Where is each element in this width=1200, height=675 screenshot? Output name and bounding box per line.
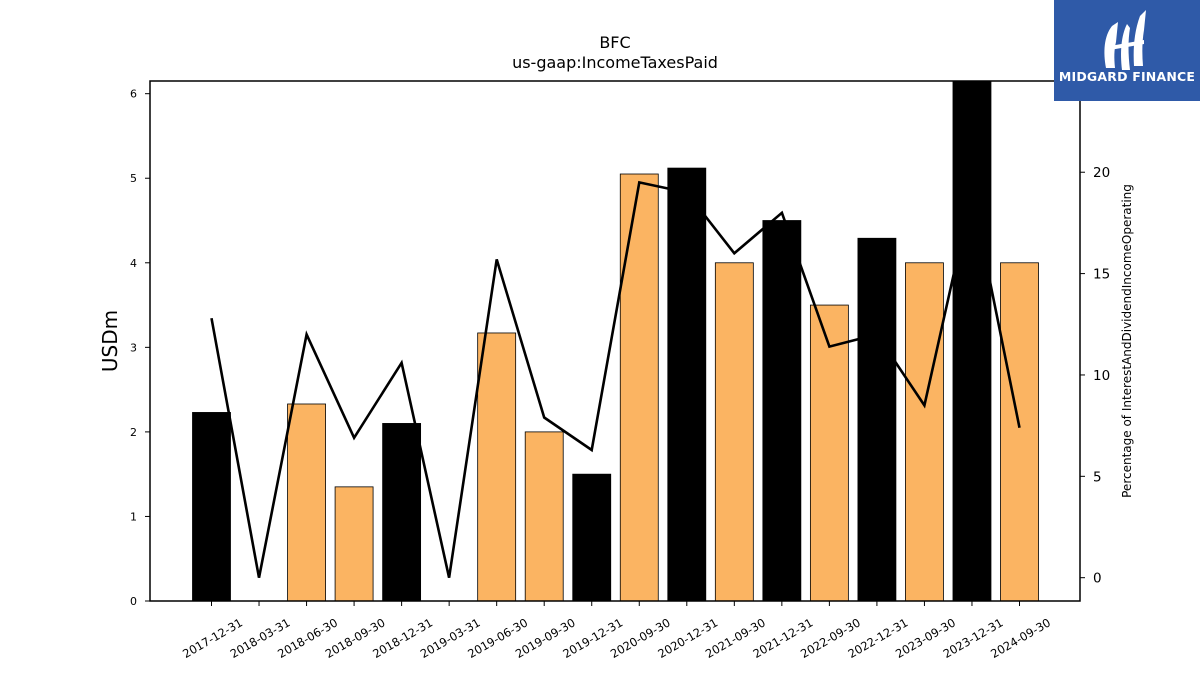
bar — [572, 473, 612, 602]
y-tick-label: 0 — [130, 595, 137, 608]
brand-mark-icon — [1104, 10, 1146, 70]
x-axis: 2017-12-312018-03-312018-06-302018-09-30… — [180, 601, 1053, 661]
bar — [857, 237, 897, 602]
bar — [1000, 262, 1039, 602]
y2-tick-label: 5 — [1093, 469, 1102, 485]
chart-subtitle: us-gaap:IncomeTaxesPaid — [512, 53, 718, 72]
y-tick-label: 3 — [130, 341, 137, 354]
line-series — [210, 180, 1021, 578]
y2-axis-label: Percentage of InterestAndDividendIncomeO… — [1120, 184, 1134, 498]
line-group — [210, 180, 1021, 578]
y2-tick-label: 0 — [1093, 571, 1102, 587]
bars-group — [192, 80, 1039, 602]
bar — [667, 167, 707, 602]
bar — [524, 431, 564, 602]
bar — [714, 262, 754, 602]
brand-logo: MIDGARD FINANCE — [1054, 0, 1200, 101]
bar — [619, 173, 659, 602]
brand-name: MIDGARD FINANCE — [1058, 69, 1196, 84]
y-tick-label: 2 — [130, 426, 137, 439]
bar — [334, 486, 374, 602]
y2-tick-label: 10 — [1093, 368, 1110, 384]
y-tick-label: 4 — [130, 257, 137, 270]
y2-tick-label: 15 — [1093, 267, 1110, 283]
bar — [382, 423, 422, 602]
bar — [287, 403, 326, 602]
bar — [952, 80, 992, 602]
bar — [905, 262, 944, 602]
plot-frame — [149, 80, 1081, 602]
y-tick-label: 5 — [130, 172, 137, 185]
y-axis-label: USDm — [98, 310, 122, 372]
bar — [477, 332, 517, 602]
y-tick-label: 6 — [130, 88, 137, 101]
y-tick-label: 1 — [130, 510, 137, 523]
left-axis: 0 1 2 3 4 5 6 — [130, 88, 150, 608]
chart-title: BFC — [599, 33, 630, 52]
bar — [809, 304, 849, 602]
bar — [192, 412, 231, 602]
bar — [762, 220, 802, 602]
right-axis: 0 5 10 15 20 — [1080, 165, 1110, 587]
y2-tick-label: 20 — [1093, 165, 1110, 181]
